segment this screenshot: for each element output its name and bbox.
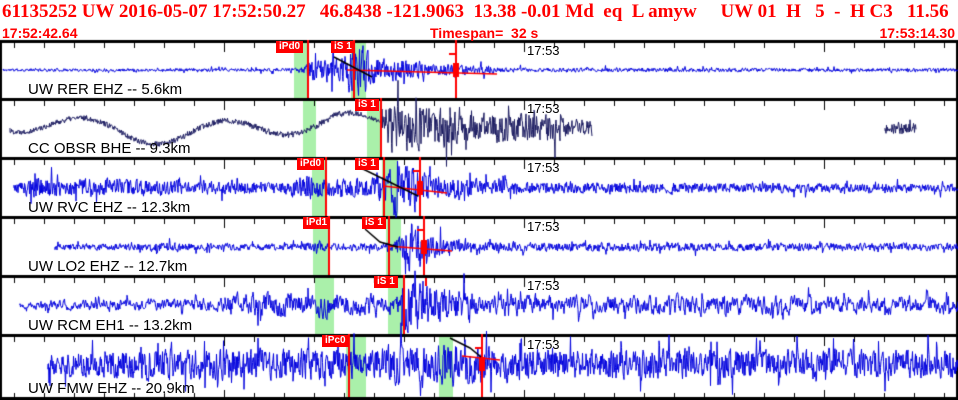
pick-flag-ipd0[interactable]: iPd0	[297, 158, 325, 170]
pick-flag-ipd1[interactable]: iPd1	[303, 217, 331, 229]
pick-flag-is-1[interactable]: iS 1	[362, 217, 386, 229]
pick-flag-is-1[interactable]: iS 1	[331, 41, 355, 53]
pick-flag-ipd0[interactable]: iPd0	[276, 41, 304, 53]
pick-flag-ipc0[interactable]: iPc0	[322, 335, 349, 347]
pick-flag-is-1[interactable]: iS 1	[374, 276, 398, 288]
pick-flag-is-1[interactable]: iS 1	[355, 99, 379, 111]
pick-flag-is-1[interactable]: iS 1	[355, 158, 379, 170]
